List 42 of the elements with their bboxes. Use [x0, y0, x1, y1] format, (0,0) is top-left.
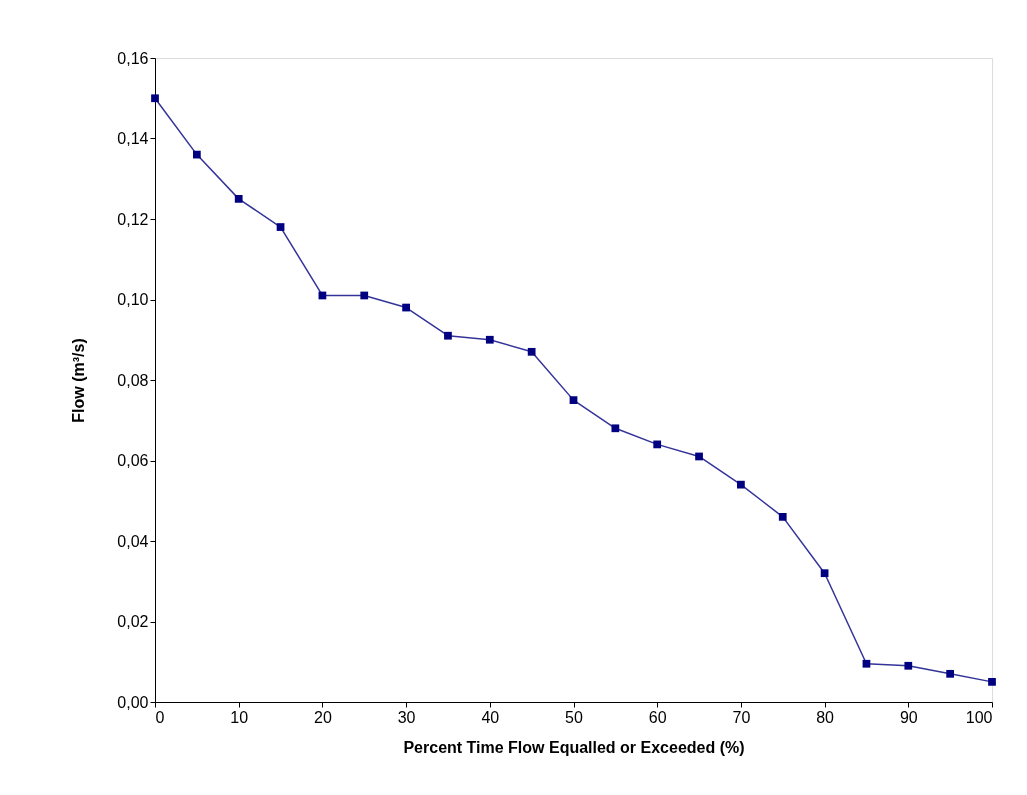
x-tick-label: 60 — [648, 708, 667, 726]
y-axis-title: Flow (m³/s) — [70, 338, 88, 423]
point — [192, 150, 201, 159]
point — [444, 331, 452, 340]
x-tick-label: 100 — [965, 708, 993, 726]
point — [402, 303, 410, 312]
x-tick-label: 0 — [155, 708, 165, 726]
x-tick-label: 40 — [481, 708, 500, 726]
point — [778, 512, 787, 521]
x-tick-label: 90 — [899, 708, 918, 726]
point — [360, 291, 369, 300]
point — [485, 335, 494, 344]
point — [527, 347, 536, 356]
y-tick-label: 0,08 — [117, 371, 149, 389]
x-tick-label: 10 — [230, 708, 249, 726]
y-tick-label: 0,02 — [117, 613, 149, 630]
x-tick-label: 50 — [565, 708, 583, 726]
x-axis-title: Percent Time Flow Equalled or Exceeded (%) — [403, 738, 745, 756]
point — [862, 659, 871, 668]
point — [653, 440, 662, 449]
point — [988, 678, 996, 686]
point — [904, 661, 913, 670]
y-tick-label: 0,04 — [117, 532, 149, 550]
point — [695, 452, 703, 461]
point — [569, 396, 578, 404]
y-tick-label: 0,14 — [117, 130, 149, 147]
x-tick-label: 80 — [816, 708, 835, 726]
point — [946, 669, 955, 678]
x-tick-label: 70 — [732, 708, 751, 726]
point — [611, 424, 620, 433]
x-tick-label: 20 — [314, 708, 332, 726]
point — [820, 569, 829, 578]
point — [737, 480, 745, 489]
point — [234, 195, 243, 203]
y-tick-label: 0,06 — [117, 452, 149, 469]
point — [276, 223, 285, 231]
point — [151, 94, 159, 103]
y-tick-label: 0,12 — [117, 210, 149, 228]
y-tick-label: 0,16 — [117, 49, 149, 67]
y-tick-label: 0,10 — [117, 291, 149, 308]
x-tick-label: 30 — [397, 708, 416, 726]
y-tick-label: 0,00 — [117, 693, 149, 711]
